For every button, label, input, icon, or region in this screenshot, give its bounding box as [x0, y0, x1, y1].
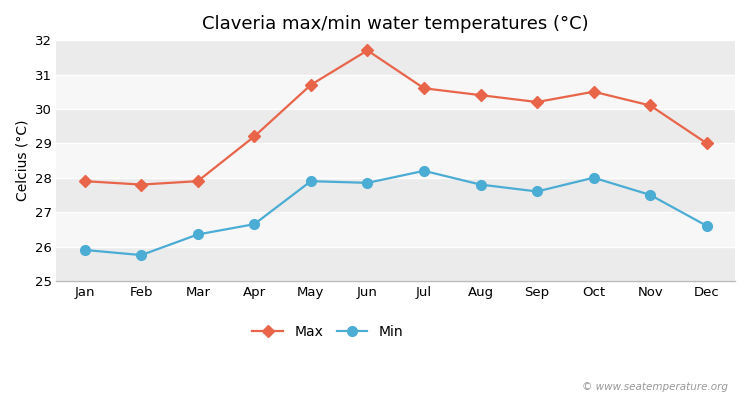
Bar: [56, 212, 735, 246]
Legend: Max, Min: Max, Min: [247, 319, 409, 344]
Min: [419, 168, 428, 173]
Min: [307, 179, 316, 184]
Max: [136, 182, 146, 187]
Max: [419, 86, 428, 91]
Max: [590, 89, 598, 94]
Text: © www.seatemperature.org: © www.seatemperature.org: [581, 382, 728, 392]
Line: Max: Max: [80, 46, 711, 189]
Min: [136, 253, 146, 258]
Max: [250, 134, 259, 139]
Bar: [56, 178, 735, 212]
Min: [194, 232, 202, 237]
Max: [702, 141, 711, 146]
Min: [532, 189, 542, 194]
Min: [476, 182, 485, 187]
Line: Min: Min: [80, 166, 712, 260]
Min: [80, 248, 89, 252]
Y-axis label: Celcius (°C): Celcius (°C): [15, 120, 29, 201]
Min: [590, 175, 598, 180]
Max: [307, 82, 316, 87]
Max: [476, 93, 485, 98]
Bar: [56, 143, 735, 178]
Title: Claveria max/min water temperatures (°C): Claveria max/min water temperatures (°C): [202, 15, 589, 33]
Max: [646, 103, 655, 108]
Min: [363, 180, 372, 185]
Min: [702, 224, 711, 228]
Bar: [56, 40, 735, 74]
Bar: [56, 109, 735, 143]
Min: [250, 222, 259, 226]
Bar: [56, 246, 735, 281]
Min: [646, 192, 655, 197]
Max: [194, 179, 202, 184]
Max: [363, 48, 372, 53]
Max: [532, 100, 542, 104]
Bar: [56, 74, 735, 109]
Max: [80, 179, 89, 184]
